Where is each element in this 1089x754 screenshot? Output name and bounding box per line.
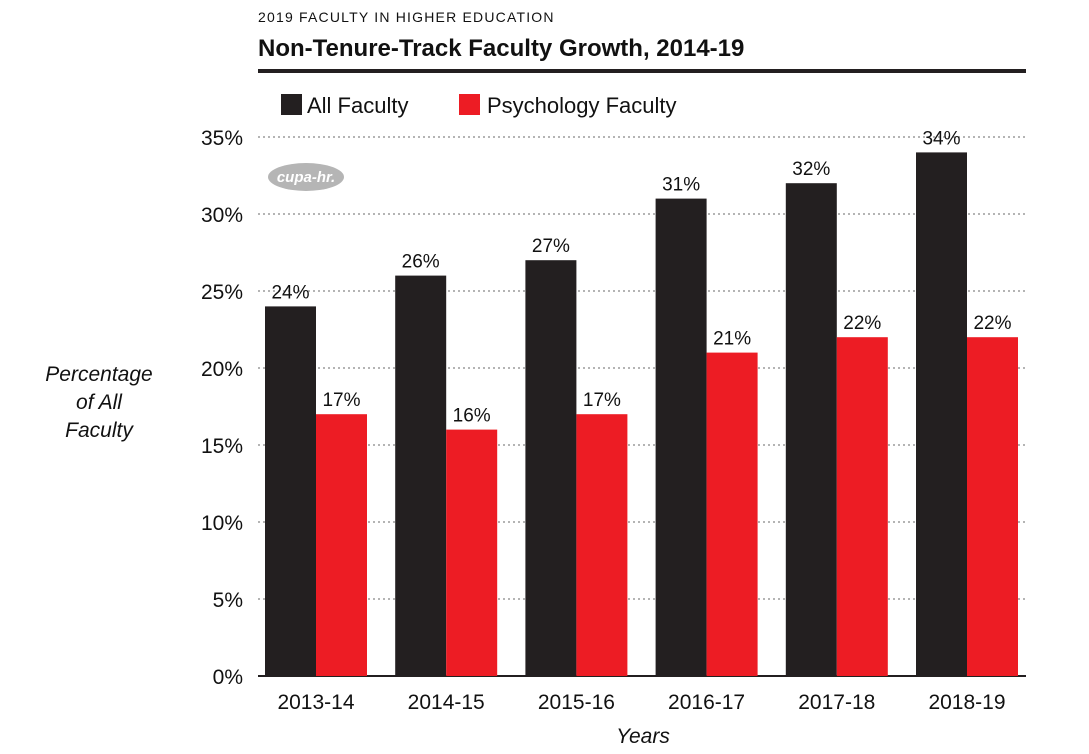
legend-label-psychology-faculty: Psychology Faculty xyxy=(487,93,677,118)
y-axis-ticks: 0% 5% 10% 15% 20% 25% 30% 35% xyxy=(201,127,243,689)
y-tick-label: 15% xyxy=(201,435,243,458)
data-label-psychology-faculty: 22% xyxy=(973,313,1011,334)
bars xyxy=(265,152,1018,676)
data-label-all-faculty: 34% xyxy=(922,128,960,149)
data-label-all-faculty: 26% xyxy=(402,252,440,273)
data-label-psychology-faculty: 22% xyxy=(843,313,881,334)
bar-all-faculty xyxy=(525,260,577,676)
title-rule xyxy=(258,69,1026,73)
x-tick-label: 2013-14 xyxy=(277,691,354,714)
data-label-psychology-faculty: 17% xyxy=(322,390,360,411)
y-axis-title-line: Percentage xyxy=(45,363,152,386)
bar-psychology-faculty xyxy=(967,337,1018,676)
cupa-hr-logo: cupa-hr. xyxy=(268,163,344,191)
bar-all-faculty xyxy=(395,275,447,676)
legend-swatch-all-faculty xyxy=(281,94,302,115)
chart-title: Non-Tenure-Track Faculty Growth, 2014-19 xyxy=(258,35,744,62)
y-tick-label: 0% xyxy=(213,666,243,689)
data-label-all-faculty: 31% xyxy=(662,175,700,196)
bar-all-faculty xyxy=(916,152,967,676)
y-tick-label: 25% xyxy=(201,281,243,304)
bar-psychology-faculty xyxy=(706,352,758,676)
data-label-psychology-faculty: 17% xyxy=(583,390,621,411)
bar-psychology-faculty xyxy=(836,337,888,676)
x-axis-title: Years xyxy=(616,725,670,748)
data-label-all-faculty: 27% xyxy=(532,236,570,257)
data-label-psychology-faculty: 21% xyxy=(713,329,751,350)
legend-swatch-psychology-faculty xyxy=(459,94,480,115)
y-axis-title: Percentage of All Faculty xyxy=(45,363,152,442)
x-tick-label: 2017-18 xyxy=(798,691,875,714)
bar-all-faculty xyxy=(265,306,316,676)
y-axis-title-line: of All xyxy=(76,391,123,414)
data-label-all-faculty: 24% xyxy=(271,282,309,303)
bar-all-faculty xyxy=(655,198,707,676)
y-tick-label: 10% xyxy=(201,512,243,535)
y-tick-label: 35% xyxy=(201,127,243,150)
x-tick-label: 2015-16 xyxy=(538,691,615,714)
x-tick-label: 2016-17 xyxy=(668,691,745,714)
y-tick-label: 5% xyxy=(213,589,243,612)
legend-label-all-faculty: All Faculty xyxy=(307,93,408,118)
legend: All Faculty Psychology Faculty xyxy=(281,93,677,118)
chart-kicker: 2019 FACULTY IN HIGHER EDUCATION xyxy=(258,9,555,25)
data-labels: 24% 17% 26% 16% 27% 17% 31% 21% 32% 22% 34% 22% xyxy=(271,128,1011,426)
data-label-all-faculty: 32% xyxy=(792,159,830,180)
y-tick-label: 30% xyxy=(201,204,243,227)
x-tick-label: 2018-19 xyxy=(928,691,1005,714)
bar-all-faculty xyxy=(785,183,837,676)
y-axis-title-line: Faculty xyxy=(65,419,134,442)
logo-badge xyxy=(268,163,344,191)
bar-psychology-faculty xyxy=(576,414,628,676)
y-tick-label: 20% xyxy=(201,358,243,381)
x-tick-label: 2014-15 xyxy=(408,691,485,714)
x-axis-ticks: 2013-14 2014-15 2015-16 2016-17 2017-18 2018-… xyxy=(277,691,1005,714)
data-label-psychology-faculty: 16% xyxy=(453,406,491,427)
bar-psychology-faculty xyxy=(446,429,498,676)
gridlines xyxy=(258,136,1026,677)
bar-psychology-faculty xyxy=(316,414,367,676)
logo-text: cupa-hr. xyxy=(277,169,335,186)
